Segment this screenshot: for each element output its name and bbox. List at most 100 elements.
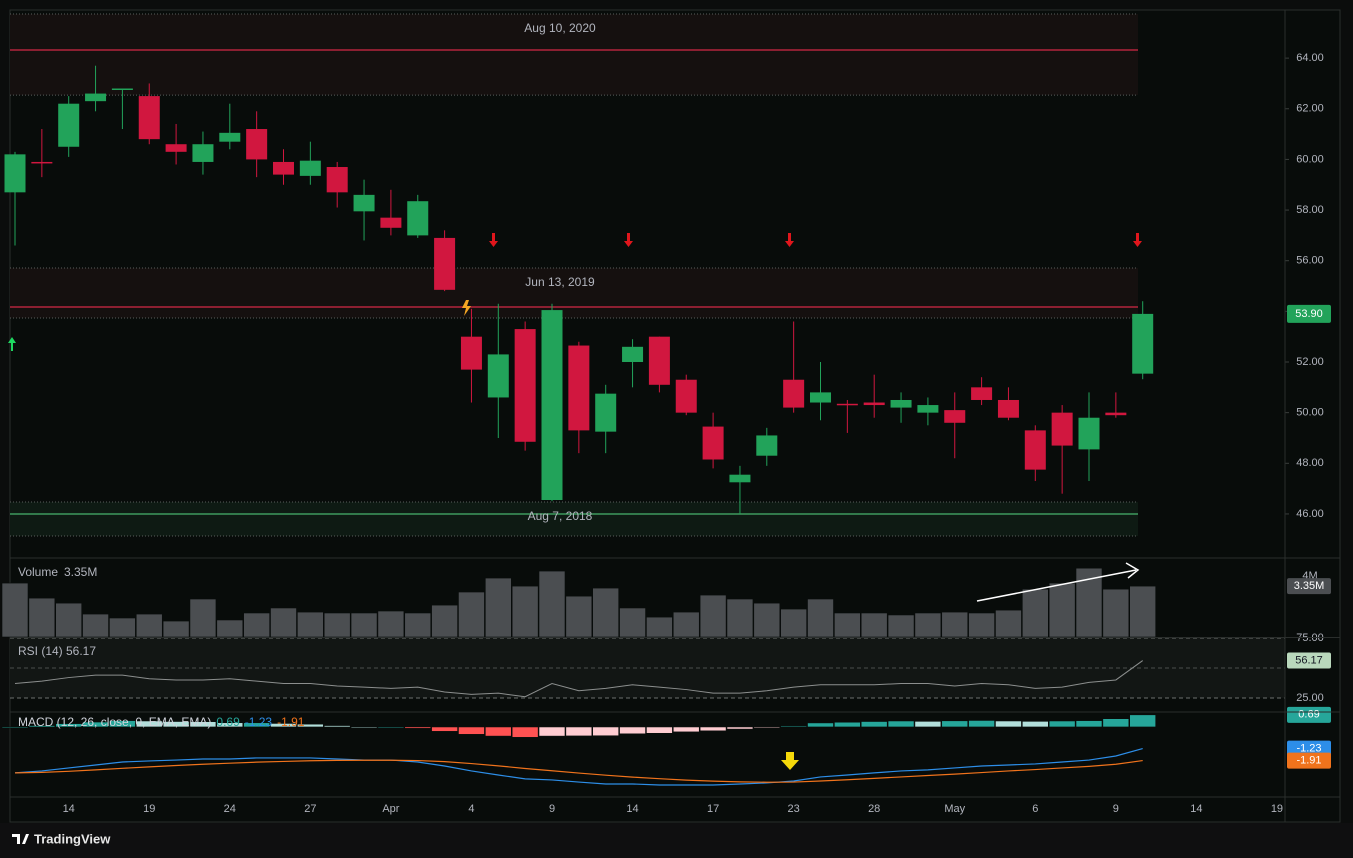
volume-bar [162,620,190,638]
y-tick-label: 60.00 [1296,153,1324,165]
candle-body [675,379,697,413]
candle-body [917,405,939,413]
volume-bar [968,612,995,638]
volume-bar [1,582,29,638]
y-tick-label: 48.00 [1296,457,1324,469]
candle-body [890,399,912,408]
volume-bar [1048,582,1076,638]
macd-hist [995,720,1022,728]
volume-bar [699,594,727,638]
candle-body [434,237,456,290]
candle-body [111,88,133,91]
macd-hist [1021,721,1049,728]
volume-bar [780,608,807,638]
y-tick-label: 50.00 [1296,407,1324,419]
x-tick-label: 6 [1032,803,1038,815]
sell-arrow [624,233,633,247]
candle-body [138,96,160,140]
volume-bar [646,616,673,638]
candle-body [595,393,617,432]
macd-hist [860,721,888,728]
volume-bar [887,614,915,638]
macd-line [14,748,1143,786]
macd-hist [780,725,807,728]
candle-body [729,474,751,483]
volume-bar [135,613,163,638]
candle-body [353,194,375,212]
candle-body [541,310,563,501]
plot-layer: TECH, 1D, NYSEO51.54H54.40L51.32C53.90+3… [1,13,1331,815]
cross-arrow [781,752,799,770]
macd-hist [1102,718,1130,728]
volume-bar [834,612,861,638]
candle-body [702,426,724,460]
sell-arrow [785,233,794,247]
rsi-last-box [1287,652,1331,669]
macd-hist [753,726,781,729]
x-tick-label: 19 [1271,803,1283,815]
candle-body [219,132,241,142]
macd-hist [887,720,915,728]
macd-hist [189,721,217,728]
volume-bar [726,598,754,638]
candle-body [568,345,590,431]
volume-bar [807,598,834,638]
candle-body [863,402,885,406]
x-tick-label: 19 [143,803,155,815]
trend-arrow [976,569,1137,602]
macd-hist [297,723,324,728]
macd-hist [377,726,405,729]
macd-hist [162,721,190,728]
volume-bar [82,613,109,638]
volume-bar [323,612,351,638]
x-tick-label: 9 [549,803,555,815]
macd-hist [82,721,109,728]
macd-hist [646,726,673,734]
volume-bar [350,612,378,638]
candle-body [4,154,26,193]
volume-bar [914,612,942,638]
macd-hist-value: 0.69 [216,715,240,729]
macd-hist [1075,720,1103,728]
volume-bar [511,585,539,638]
x-tick-label: 9 [1113,803,1119,815]
volume-bar [1102,588,1130,638]
brand-name: TradingView [34,831,111,846]
buy-arrow [8,337,16,351]
sell-markers [489,233,1142,247]
candle-body [58,103,80,147]
macd-box-label: -1.91 [1296,754,1321,766]
macd-hist [270,723,297,728]
volume-bar [753,602,781,638]
x-tick-label: 27 [304,803,316,815]
macd-box-label: -1.23 [1296,743,1321,755]
signal-line [14,759,1143,783]
volume-bar [109,617,136,638]
volume-bar [377,610,405,638]
volume-bar [1129,585,1156,638]
macd-hist [243,722,270,728]
candle-body [1078,417,1100,450]
candle-body [85,93,107,102]
volume-name: Volume [18,565,58,579]
candle-body [407,201,429,236]
y-tick-label: 62.00 [1296,103,1324,115]
y-tick-label: 64.00 [1296,52,1324,64]
signal-value: -1.91 [277,715,305,729]
candle-body [1105,412,1127,416]
candle-body [836,403,858,406]
trend-arrow-head [1125,562,1140,579]
volume-bar [458,591,485,638]
lightning-marker [462,300,471,316]
x-tick-label: 24 [224,803,236,815]
volume-last-box [1287,578,1331,595]
x-tick-label: 28 [868,803,880,815]
volume-bar [189,598,217,638]
macd-hist [914,721,942,728]
zone [10,268,1138,318]
candle-body [165,144,187,152]
last-price-box [1287,304,1331,323]
volume-bar [404,612,432,638]
candle-body [273,161,294,175]
volume-bar [592,587,620,638]
